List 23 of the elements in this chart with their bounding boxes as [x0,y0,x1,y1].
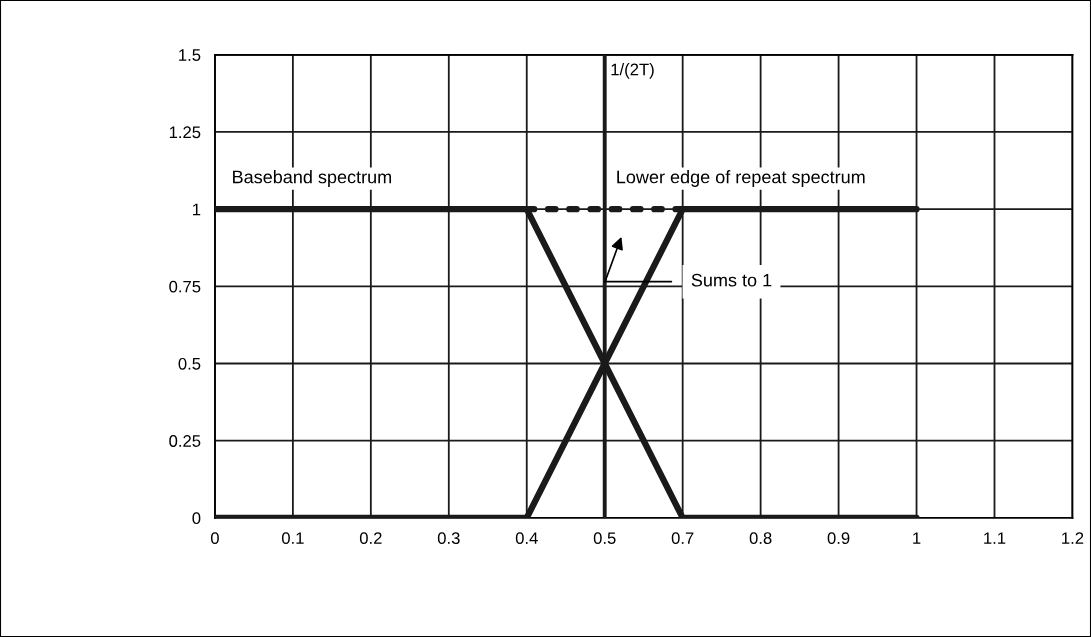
x-tick-label: 0.9 [827,532,850,545]
x-tick-label: 1.2 [1062,532,1084,544]
x-tick-label: 0.5 [593,532,616,545]
x-tick-label: 0.3 [437,532,460,545]
annotation: Lower edge of repeat spectrum [617,170,865,187]
y-tick-label: 0 [192,512,201,525]
y-tick-label: 1 [193,203,201,216]
y-tick-label: 0.5 [178,357,201,370]
x-tick-label: 0.7 [671,532,694,545]
x-tick-label: 0.1 [281,532,304,545]
ref-line-label: 1/(2T) [611,63,654,79]
x-tick-label: 0.2 [359,532,382,545]
annotation: Baseband spectrum [233,170,391,187]
y-tick-label: 1.25 [169,126,201,139]
y-tick-label: 1.5 [179,49,201,61]
x-tick-label: 0 [210,532,219,545]
x-tick-label: 1.1 [984,532,1006,544]
y-tick-label: 0.25 [169,435,201,447]
x-tick-label: 0.8 [749,532,772,545]
y-tick-label: 0.75 [169,280,201,293]
x-tick-label: 1 [913,532,921,544]
x-tick-label: 0.4 [515,532,538,545]
annotation: Sums to 1 [691,273,772,287]
